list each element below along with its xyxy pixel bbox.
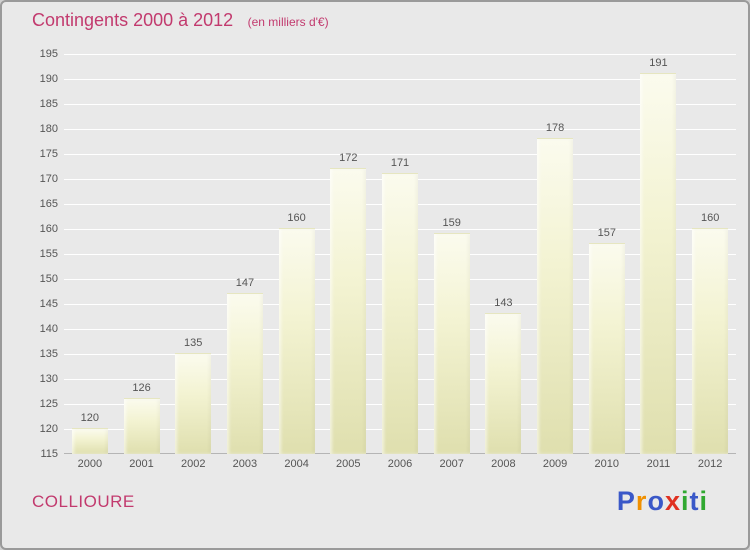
bar-value-2010: 157 [597, 227, 616, 239]
plot-area: 120 126 135 147 160 172 171 159 143 178 157 191 160 [64, 54, 736, 454]
logo-letter-6: i [699, 486, 708, 516]
y-tick-label-130: 130 [39, 373, 58, 385]
gridline-195 [64, 54, 736, 55]
x-tick-label-2001: 2001 [129, 458, 154, 470]
logo-letter-1: r [635, 486, 648, 516]
y-tick-label-145: 145 [39, 298, 58, 310]
bar-value-2006: 171 [390, 157, 410, 169]
bar-value-2007: 159 [442, 217, 461, 229]
y-tick-label-180: 180 [39, 123, 58, 135]
bar-value-2001: 126 [132, 382, 151, 394]
chart-header: Contingents 2000 à 2012 (en milliers d'€… [32, 10, 329, 31]
x-tick-label-2000: 2000 [77, 458, 103, 470]
chart-title: Contingents 2000 à 2012 [32, 10, 234, 30]
bar-2002 [175, 353, 212, 454]
bar-2009 [537, 138, 574, 454]
y-tick-label-160: 160 [39, 223, 58, 235]
chart-subtitle: (en milliers d'€) [247, 15, 329, 29]
bar-2004 [278, 228, 315, 454]
proxiti-logo[interactable]: Proxiti [617, 486, 708, 517]
x-tick-label-2008: 2008 [491, 458, 516, 470]
bar-value-2003: 147 [235, 277, 255, 289]
y-tick-label-185: 185 [39, 98, 58, 110]
gridline-185 [64, 104, 736, 105]
y-tick-label-155: 155 [39, 248, 58, 260]
x-tick-label-2003: 2003 [232, 458, 258, 470]
y-tick-label-195: 195 [39, 48, 58, 60]
bar-value-2012: 160 [700, 212, 720, 224]
y-tick-label-135: 135 [39, 348, 58, 360]
bar-2001 [123, 398, 160, 454]
bar-2003 [226, 293, 263, 454]
footer-location-label: COLLIOURE [32, 492, 135, 511]
logo-letter-4: i [680, 486, 690, 516]
logo-letter-2: o [647, 486, 665, 516]
y-tick-label-175: 175 [39, 148, 58, 160]
x-tick-label-2011: 2011 [646, 458, 671, 470]
bar-2008 [485, 313, 522, 454]
bar-2000 [71, 428, 108, 454]
bar-value-2009: 178 [545, 122, 565, 134]
x-tick-label-2007: 2007 [439, 458, 464, 470]
x-tick-label-2006: 2006 [387, 458, 413, 470]
y-tick-label-120: 120 [39, 423, 58, 435]
x-tick-label-2002: 2002 [180, 458, 206, 470]
x-tick-label-2004: 2004 [284, 458, 309, 470]
bar-2007 [433, 233, 470, 454]
bar-value-2002: 135 [184, 337, 203, 349]
bar-2010 [588, 243, 625, 454]
gridline-190 [64, 79, 736, 80]
bar-value-2011: 191 [649, 57, 668, 69]
y-tick-label-170: 170 [39, 173, 58, 185]
gridline-180 [64, 129, 736, 130]
bar-value-2005: 172 [339, 152, 358, 164]
bar-value-2000: 120 [80, 412, 100, 424]
logo-letter-3: x [664, 486, 681, 516]
y-tick-label-140: 140 [39, 323, 58, 335]
gridline-175 [64, 154, 736, 155]
bar-2012 [692, 228, 729, 454]
x-axis: 2000 2001 2002 2003 2004 2005 2006 2007 2008 2009… [64, 458, 736, 474]
y-tick-label-150: 150 [39, 273, 58, 285]
bar-value-2004: 160 [287, 212, 306, 224]
x-tick-label-2012: 2012 [697, 458, 723, 470]
y-axis: 115 120 125 130 135 140 145 150 155 160 165 170 175 1… [2, 48, 58, 460]
y-tick-label-115: 115 [40, 448, 58, 460]
y-tick-label-190: 190 [39, 73, 58, 85]
x-tick-label-2010: 2010 [594, 458, 620, 470]
y-tick-label-125: 125 [39, 398, 58, 410]
bar-2005 [330, 168, 367, 454]
logo-letter-0: P [616, 486, 636, 516]
bar-2006 [382, 173, 418, 454]
bar-value-2008: 143 [494, 297, 513, 309]
x-tick-label-2009: 2009 [542, 458, 568, 470]
y-tick-label-165: 165 [39, 198, 58, 210]
logo-letter-5: t [689, 486, 700, 516]
bar-2011 [640, 73, 677, 454]
x-tick-label-2005: 2005 [336, 458, 361, 470]
